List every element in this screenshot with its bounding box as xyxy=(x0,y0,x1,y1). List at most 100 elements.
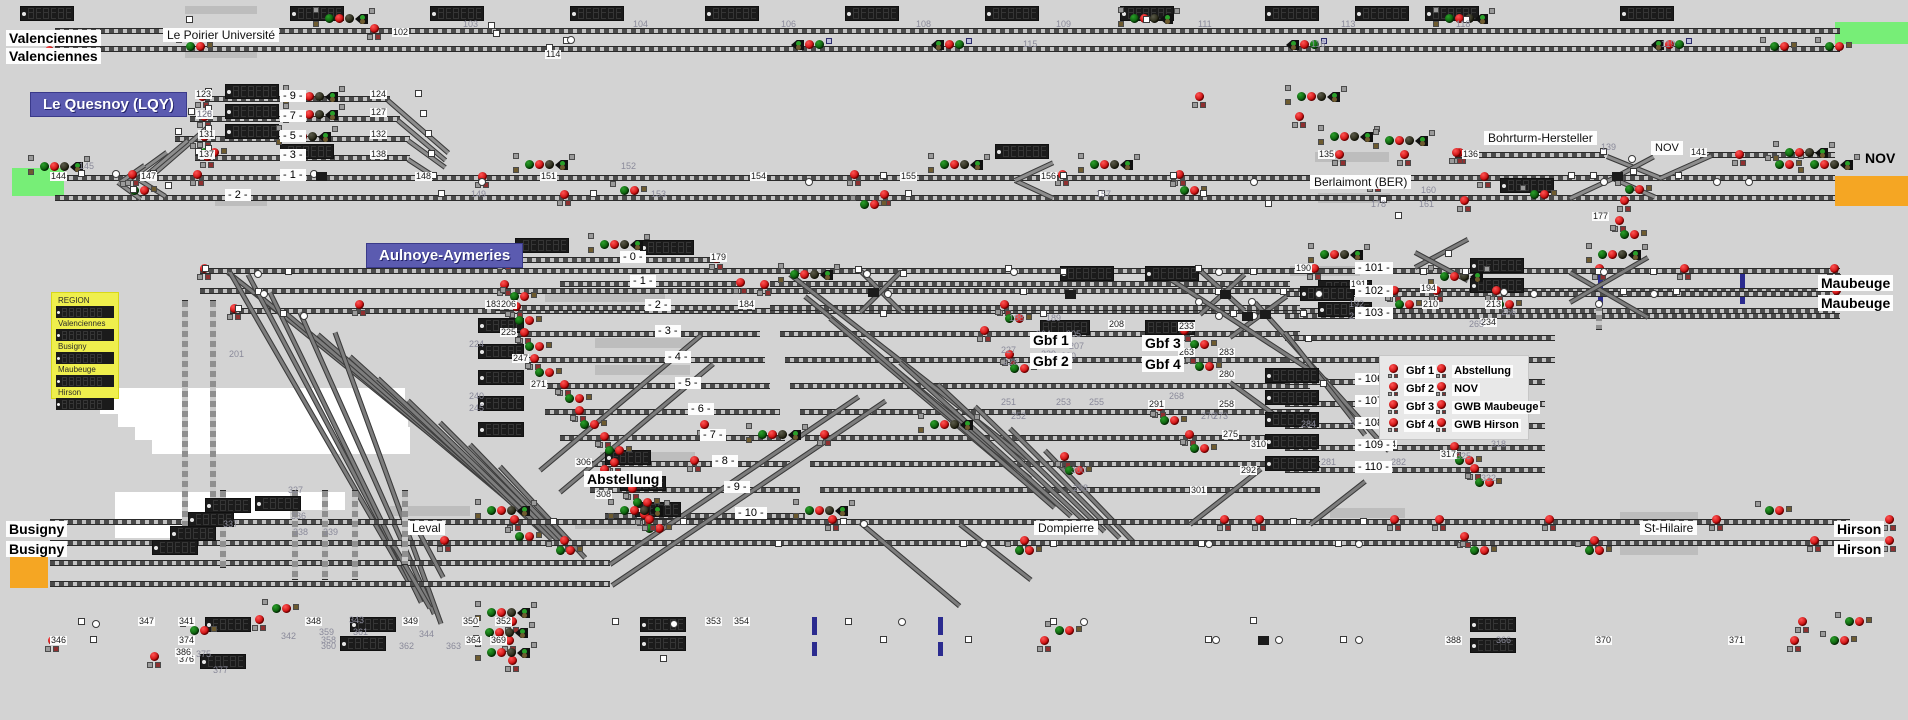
train-describer-field[interactable] xyxy=(478,370,524,385)
element-number[interactable]: 376 xyxy=(178,654,196,664)
track-yard-109[interactable] xyxy=(1285,445,1545,451)
point-indicator[interactable] xyxy=(1675,172,1682,179)
point-indicator[interactable] xyxy=(1050,618,1057,625)
ladder-leg[interactable] xyxy=(438,420,566,549)
legend-item[interactable]: Gbf 4 xyxy=(1388,418,1437,432)
point-indicator[interactable] xyxy=(805,178,813,186)
train-describer-field[interactable] xyxy=(340,636,386,651)
point-indicator[interactable] xyxy=(868,288,879,297)
element-number[interactable]: 225 xyxy=(500,327,518,337)
point-indicator[interactable] xyxy=(202,265,209,272)
element-number[interactable]: 341 xyxy=(178,616,196,626)
element-number[interactable]: 327 xyxy=(288,485,304,495)
yard-connector[interactable] xyxy=(297,311,437,615)
point-indicator[interactable] xyxy=(254,270,262,278)
region-describer-field[interactable] xyxy=(56,329,114,341)
track-aul-1-right[interactable] xyxy=(770,281,1290,287)
element-number[interactable]: 240 xyxy=(469,391,485,401)
point-indicator[interactable] xyxy=(965,636,972,643)
element-number[interactable]: 188 xyxy=(1009,313,1025,323)
element-number[interactable]: 318 xyxy=(1491,439,1507,449)
element-number[interactable]: 115 xyxy=(1023,39,1038,49)
element-number[interactable]: 374 xyxy=(178,635,196,645)
point-indicator[interactable] xyxy=(898,618,906,626)
point-indicator[interactable] xyxy=(1650,290,1658,298)
train-describer-field[interactable] xyxy=(350,617,396,632)
track-lqy-2[interactable] xyxy=(55,195,1835,201)
train-describer-field[interactable] xyxy=(1265,6,1319,21)
point-indicator[interactable] xyxy=(1595,300,1603,308)
element-number[interactable]: 106 xyxy=(781,19,797,29)
legend-item[interactable]: Gbf 3 xyxy=(1388,400,1437,414)
point-indicator[interactable] xyxy=(660,655,667,662)
point-indicator[interactable] xyxy=(175,128,182,135)
element-number[interactable]: 104 xyxy=(633,19,649,29)
element-number[interactable]: 208 xyxy=(1108,319,1126,329)
track-yard-101[interactable] xyxy=(1320,268,1840,274)
element-number[interactable]: 273 xyxy=(1213,411,1229,421)
point-indicator[interactable] xyxy=(420,110,427,117)
element-number[interactable]: 183 xyxy=(485,299,503,309)
station-plate-le-quesnoy[interactable]: Le Quesnoy (LQY) xyxy=(30,92,187,117)
element-number[interactable]: 178 xyxy=(1371,199,1387,209)
train-describer-field[interactable] xyxy=(225,104,279,119)
point-indicator[interactable] xyxy=(186,16,193,23)
element-number[interactable]: 308 xyxy=(595,489,613,499)
track-yard-103[interactable] xyxy=(1285,313,1840,319)
train-describer-field[interactable] xyxy=(1145,266,1199,281)
point-indicator[interactable] xyxy=(1170,172,1177,179)
track-aul-0[interactable] xyxy=(500,257,720,263)
point-indicator[interactable] xyxy=(1568,172,1575,179)
point-indicator[interactable] xyxy=(438,190,445,197)
element-number[interactable]: 280 xyxy=(1218,369,1236,379)
element-number[interactable]: 131 xyxy=(198,129,216,139)
element-number[interactable]: 149 xyxy=(471,189,487,199)
track-aul-approach-a[interactable] xyxy=(200,268,1840,274)
track-aul-7-right[interactable] xyxy=(805,435,1315,441)
element-number[interactable]: 144 xyxy=(50,171,68,181)
element-number[interactable]: 339 xyxy=(323,527,339,537)
point-indicator[interactable] xyxy=(1200,190,1207,197)
element-number[interactable]: 136 xyxy=(1462,149,1480,159)
point-indicator[interactable] xyxy=(860,520,868,528)
train-describer-field[interactable] xyxy=(1265,390,1319,405)
element-number[interactable]: 138 xyxy=(370,149,388,159)
train-describer-field[interactable] xyxy=(1265,434,1319,449)
legend-item[interactable]: Gbf 2 xyxy=(1388,382,1437,396)
point-indicator[interactable] xyxy=(840,518,847,525)
element-number[interactable]: 377 xyxy=(213,665,229,675)
element-number[interactable]: 347 xyxy=(138,616,156,626)
point-indicator[interactable] xyxy=(1620,288,1627,295)
point-indicator[interactable] xyxy=(845,618,852,625)
element-number[interactable]: 139 xyxy=(1601,142,1617,152)
point-indicator[interactable] xyxy=(1355,636,1363,644)
element-number[interactable]: 325 xyxy=(1456,451,1472,461)
point-indicator[interactable] xyxy=(1713,178,1721,186)
legend-item[interactable]: NOV xyxy=(1436,382,1540,396)
element-number[interactable]: 310 xyxy=(1250,439,1268,449)
point-indicator[interactable] xyxy=(1260,310,1271,319)
train-describer-field[interactable] xyxy=(478,396,524,411)
track-yard-102[interactable] xyxy=(1285,291,1840,297)
element-number[interactable]: 161 xyxy=(1419,199,1435,209)
point-indicator[interactable] xyxy=(550,518,557,525)
element-number[interactable]: 128 xyxy=(197,109,213,119)
element-number[interactable]: 153 xyxy=(651,189,667,199)
region-describer-field[interactable] xyxy=(56,398,114,410)
element-number[interactable]: 353 xyxy=(705,616,723,626)
point-indicator[interactable] xyxy=(900,270,907,277)
point-indicator[interactable] xyxy=(1290,518,1297,525)
point-indicator[interactable] xyxy=(1060,172,1067,179)
point-indicator[interactable] xyxy=(1275,636,1283,644)
element-number[interactable]: 124 xyxy=(370,89,388,99)
point-indicator[interactable] xyxy=(590,190,597,197)
track-busigny-3[interactable] xyxy=(50,560,610,566)
track-lqy-1[interactable] xyxy=(55,175,1835,181)
element-number[interactable]: 160 xyxy=(1421,185,1437,195)
element-number[interactable]: 108 xyxy=(916,19,932,29)
element-number[interactable]: 194 xyxy=(1420,283,1438,293)
element-number[interactable]: 338 xyxy=(293,527,309,537)
point-indicator[interactable] xyxy=(165,182,172,189)
train-describer-field[interactable] xyxy=(188,512,234,527)
